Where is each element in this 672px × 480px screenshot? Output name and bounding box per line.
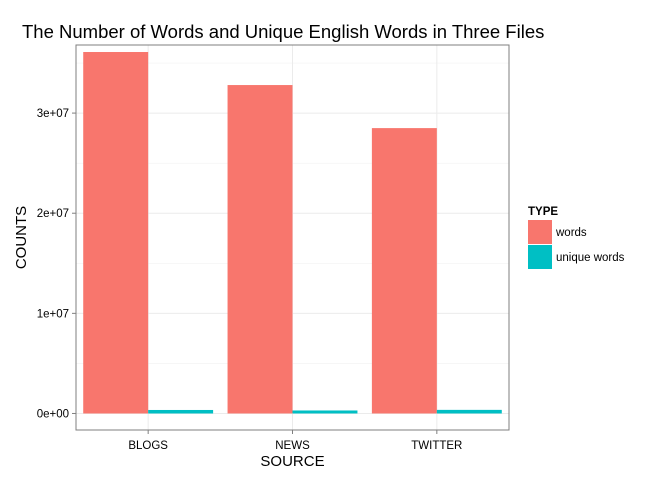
x-tick-label: NEWS [275,440,310,452]
bar-words-blogs [83,52,149,414]
bars [83,52,502,414]
y-axis-title: COUNTS [13,206,30,269]
legend: TYPE words unique words [528,206,625,269]
legend-title: TYPE [528,206,558,218]
x-axis-title: SOURCE [260,453,324,470]
bar-unique-words-twitter [436,409,502,414]
legend-key-unique-words [528,245,552,269]
y-axis: 0e+00 1e+07 2e+07 3e+07 [37,108,76,420]
y-tick-label: 0e+00 [37,408,69,420]
bar-words-news [227,85,293,414]
legend-key-words [528,220,552,244]
x-tick-label: TWITTER [411,440,462,452]
x-tick-label: BLOGS [128,440,168,452]
bar-words-twitter [371,128,437,414]
legend-label-words: words [555,227,587,239]
y-tick-label: 3e+07 [37,108,69,120]
legend-label-unique-words: unique words [556,252,625,264]
y-tick-label: 1e+07 [37,308,69,320]
x-axis: BLOGS NEWS TWITTER [128,430,462,452]
plot-area [75,44,510,431]
chart-title: The Number of Words and Unique English W… [22,21,544,42]
bar-unique-words-news [292,410,358,414]
y-tick-label: 2e+07 [37,208,69,220]
bar-unique-words-blogs [148,409,214,414]
